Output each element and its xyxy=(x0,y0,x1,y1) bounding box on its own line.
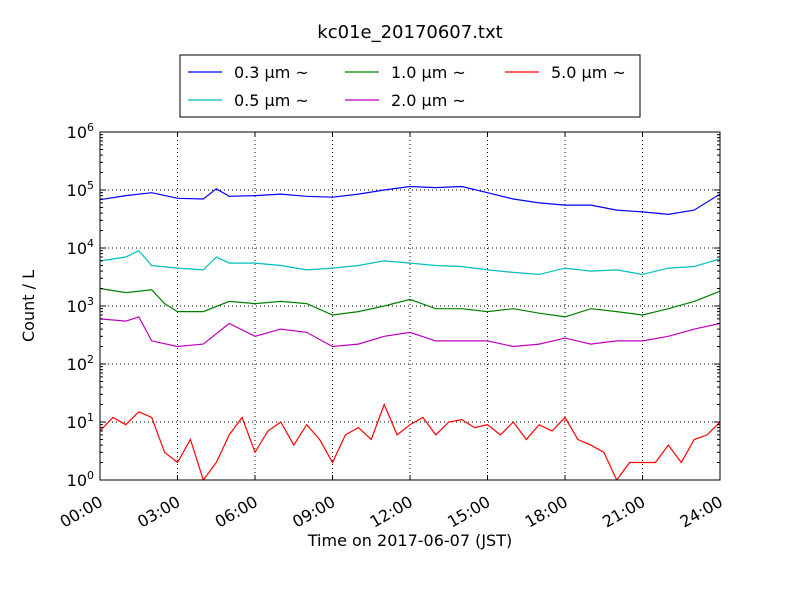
x-tick-label: 21:00 xyxy=(599,492,648,532)
y-tick-label: 104 xyxy=(67,237,94,258)
series-line-4 xyxy=(100,316,720,348)
series-line-1 xyxy=(100,185,720,216)
legend-label: 0.5 μm ~ xyxy=(234,91,309,110)
legend-label: 2.0 μm ~ xyxy=(391,91,466,110)
x-tick-label: 03:00 xyxy=(134,492,183,532)
y-tick-label: 101 xyxy=(67,411,94,432)
x-tick-label: 00:00 xyxy=(57,492,106,532)
legend-label: 5.0 μm ~ xyxy=(551,63,626,82)
x-tick-label: 18:00 xyxy=(522,492,571,532)
y-tick-label: 100 xyxy=(67,469,94,490)
series-line-3 xyxy=(100,287,720,318)
legend-label: 0.3 μm ~ xyxy=(234,63,309,82)
series-line-2 xyxy=(100,249,720,276)
series-lines xyxy=(100,185,720,480)
grid xyxy=(99,131,721,481)
x-tick-label: 12:00 xyxy=(367,492,416,532)
y-tick-label: 105 xyxy=(67,179,94,200)
legend: 0.3 μm ~ 0.5 μm ~ 1.0 μm ~ 2.0 μm ~ 5.0 μm ~ xyxy=(179,54,641,118)
x-tick-label: 06:00 xyxy=(212,492,261,532)
y-axis-label: Count / L xyxy=(19,270,38,342)
legend-box xyxy=(179,54,641,118)
ticks: 00:00 03:00 06:00 09:00 12:00 15:00 18:00 21:00… xyxy=(57,121,726,532)
x-tick-label: 09:00 xyxy=(289,492,338,532)
y-tick-label: 103 xyxy=(67,295,94,316)
x-axis-label: Time on 2017-06-07 (JST) xyxy=(307,531,512,550)
x-tick-label: 24:00 xyxy=(677,492,726,532)
series-line-5 xyxy=(100,402,720,480)
x-tick-label: 15:00 xyxy=(444,492,493,532)
y-tick-label: 102 xyxy=(67,353,94,374)
chart-title: kc01e_20170607.txt xyxy=(317,22,502,43)
y-tick-label: 106 xyxy=(67,121,94,142)
legend-label: 1.0 μm ~ xyxy=(391,63,466,82)
